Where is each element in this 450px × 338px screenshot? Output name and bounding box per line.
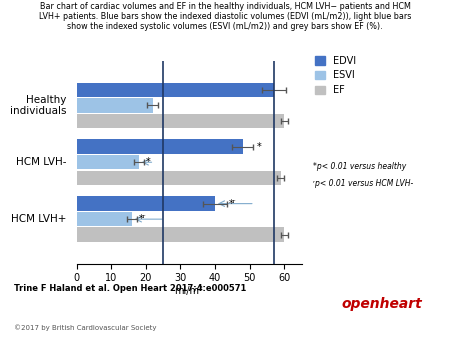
Text: *p< 0.01 versus healthy: *p< 0.01 versus healthy [313, 162, 406, 171]
Bar [76, 82, 274, 97]
Text: Bar chart of cardiac volumes and EF in the healthy individuals, HCM LVH− patient: Bar chart of cardiac volumes and EF in t… [40, 2, 410, 11]
Text: *ʳ: *ʳ [139, 214, 146, 224]
Text: *: * [256, 142, 261, 152]
Text: *: * [146, 157, 150, 167]
Text: ©2017 by British Cardiovascular Society: ©2017 by British Cardiovascular Society [14, 324, 156, 331]
Bar [76, 155, 139, 169]
Bar [76, 196, 215, 211]
Text: Trine F Haland et al. Open Heart 2017;4:e000571: Trine F Haland et al. Open Heart 2017;4:… [14, 284, 246, 293]
X-axis label: ml/m²: ml/m² [175, 286, 203, 296]
Bar [76, 170, 281, 185]
Text: openheart: openheart [342, 297, 423, 311]
Bar [76, 140, 243, 154]
Bar [76, 227, 284, 242]
Legend: EDVI, ESVI, EF: EDVI, ESVI, EF [315, 55, 356, 95]
Text: ʳp< 0.01 versus HCM LVH-: ʳp< 0.01 versus HCM LVH- [313, 179, 413, 188]
Text: LVH+ patients. Blue bars show the indexed diastolic volumes (EDVI (mL/m2)), ligh: LVH+ patients. Blue bars show the indexe… [39, 12, 411, 21]
Bar [76, 114, 284, 128]
Bar [76, 212, 132, 226]
Bar [76, 98, 153, 113]
Text: show the indexed systolic volumes (ESVI (mL/m2)) and grey bars show EF (%).: show the indexed systolic volumes (ESVI … [67, 22, 383, 31]
Text: *ʳ: *ʳ [229, 199, 236, 209]
